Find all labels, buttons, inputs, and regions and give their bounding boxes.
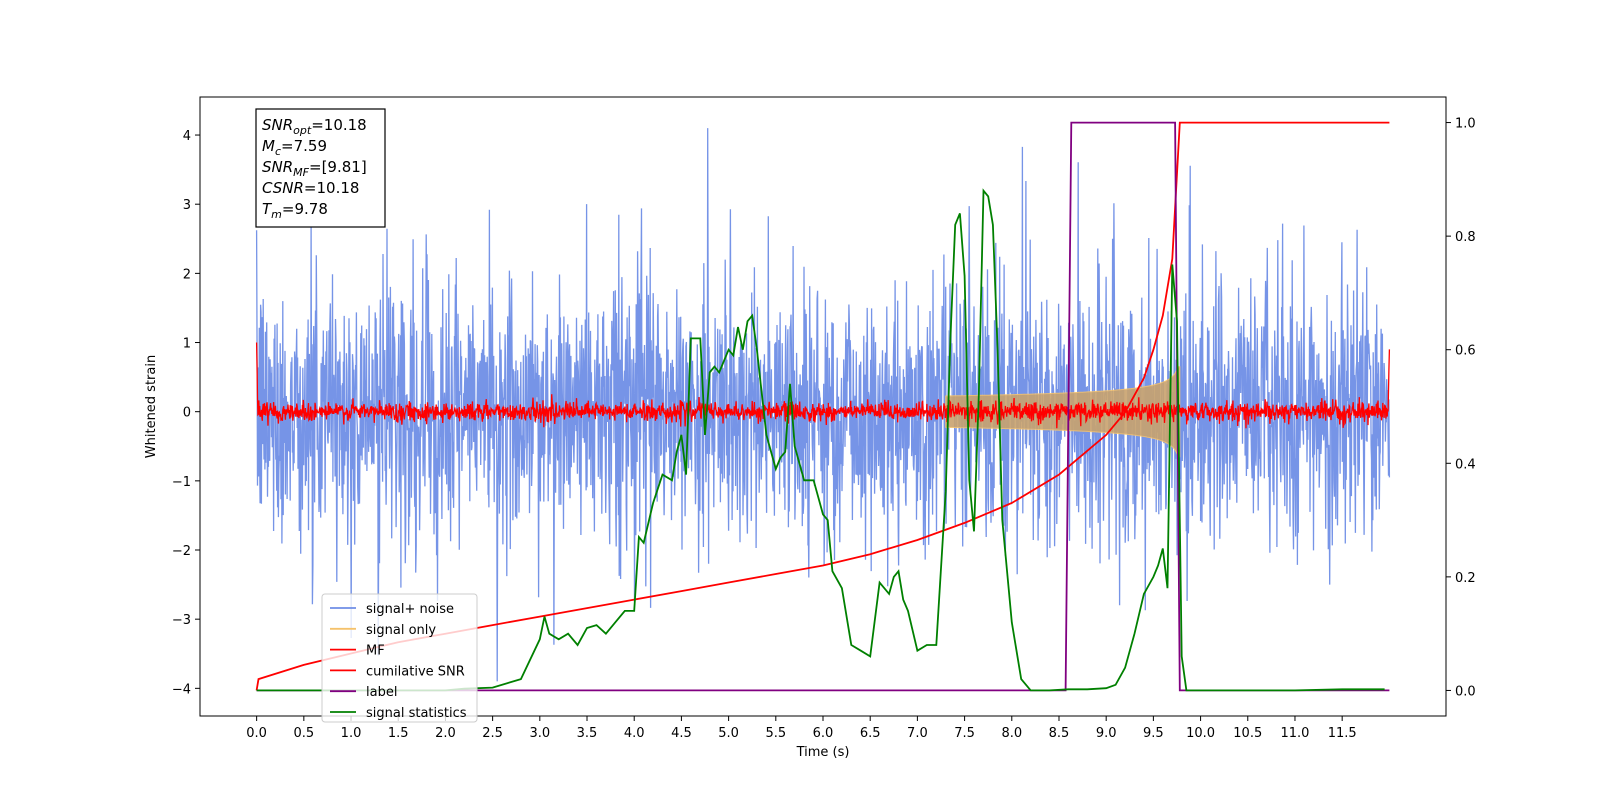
legend-entry: MF	[366, 644, 385, 659]
x-tick-label: 9.5	[1143, 726, 1164, 741]
y2-tick-label: 0.4	[1455, 457, 1476, 472]
x-tick-label: 8.0	[1001, 726, 1022, 741]
y-tick-label: 3	[183, 198, 191, 213]
y-tick-label: 2	[183, 267, 191, 282]
x-tick-label: 10.0	[1186, 726, 1215, 741]
y-tick-label: −3	[172, 613, 191, 628]
x-tick-label: 9.0	[1096, 726, 1117, 741]
legend-frame	[321, 593, 478, 723]
annotation-line: SNRopt=10.18	[262, 116, 367, 137]
annotation-line: SNRMF=[9.81]	[262, 158, 367, 179]
legend-entry: signal statistics	[366, 706, 467, 721]
x-tick-label: 2.5	[482, 726, 503, 741]
series-mf	[255, 342, 1391, 429]
y-tick-label: 1	[183, 337, 191, 352]
annotation-box: SNRopt=10.18Mc=7.59SNRMF=[9.81]CSNR=10.1…	[255, 108, 386, 228]
y2-tick-label: 0.2	[1455, 571, 1476, 586]
y2-tick-label: 0.6	[1455, 344, 1476, 359]
y2-tick-label: 0.0	[1455, 684, 1476, 699]
y-tick-label: −1	[172, 475, 191, 490]
legend-entry: cumilative SNR	[366, 664, 465, 679]
x-tick-label: 3.0	[529, 726, 550, 741]
x-tick-label: 6.5	[860, 726, 881, 741]
annotation-line: Tm=9.78	[262, 200, 328, 221]
y-tick-label: −4	[172, 682, 191, 697]
x-tick-label: 0.0	[246, 726, 267, 741]
x-tick-label: 5.0	[718, 726, 739, 741]
x-axis-label: Time (s)	[796, 745, 850, 760]
y2-tick-label: 0.8	[1455, 230, 1476, 245]
series-signal-statistics	[256, 188, 1385, 692]
x-tick-label: 3.5	[577, 726, 598, 741]
x-tick-label: 1.5	[388, 726, 409, 741]
legend-entry: signal only	[366, 623, 436, 638]
x-tick-label: 1.0	[341, 726, 362, 741]
x-tick-label: 0.5	[293, 726, 314, 741]
axes: 0.0 0.5 1.0 1.5 2.0 2.5 3.0 3.5 4.0 4.5 5.0 5.5 6.0 6…	[172, 96, 1476, 741]
y-axis-label: Whitened strain	[144, 355, 159, 458]
x-tick-label: 4.0	[624, 726, 645, 741]
x-tick-label: 5.5	[765, 726, 786, 741]
legend-entry: label	[366, 685, 397, 700]
series-group	[255, 121, 1391, 692]
y2-tick-label: 1.0	[1455, 117, 1476, 132]
x-tick-label: 6.0	[813, 726, 834, 741]
plot-area	[255, 121, 1391, 692]
x-tick-label: 7.0	[907, 726, 928, 741]
x-tick-label: 11.5	[1328, 726, 1357, 741]
y-tick-label: 0	[183, 406, 191, 421]
annotation-frame	[255, 108, 386, 228]
y-tick-label: 4	[183, 129, 191, 144]
x-tick-label: 4.5	[671, 726, 692, 741]
x-tick-label: 11.0	[1280, 726, 1309, 741]
x-tick-label: 8.5	[1049, 726, 1070, 741]
annotation-line: Mc=7.59	[262, 137, 327, 158]
x-tick-label: 7.5	[954, 726, 975, 741]
legend-entry: signal+ noise	[366, 602, 454, 617]
annotation-line: CSNR=10.18	[262, 179, 359, 197]
series-signal-noise	[255, 128, 1391, 682]
y-tick-label: −2	[172, 544, 191, 559]
x-tick-label: 10.5	[1233, 726, 1262, 741]
legend: signal+ noise signal only MF cumilative SNR…	[321, 593, 478, 723]
x-tick-label: 2.0	[435, 726, 456, 741]
